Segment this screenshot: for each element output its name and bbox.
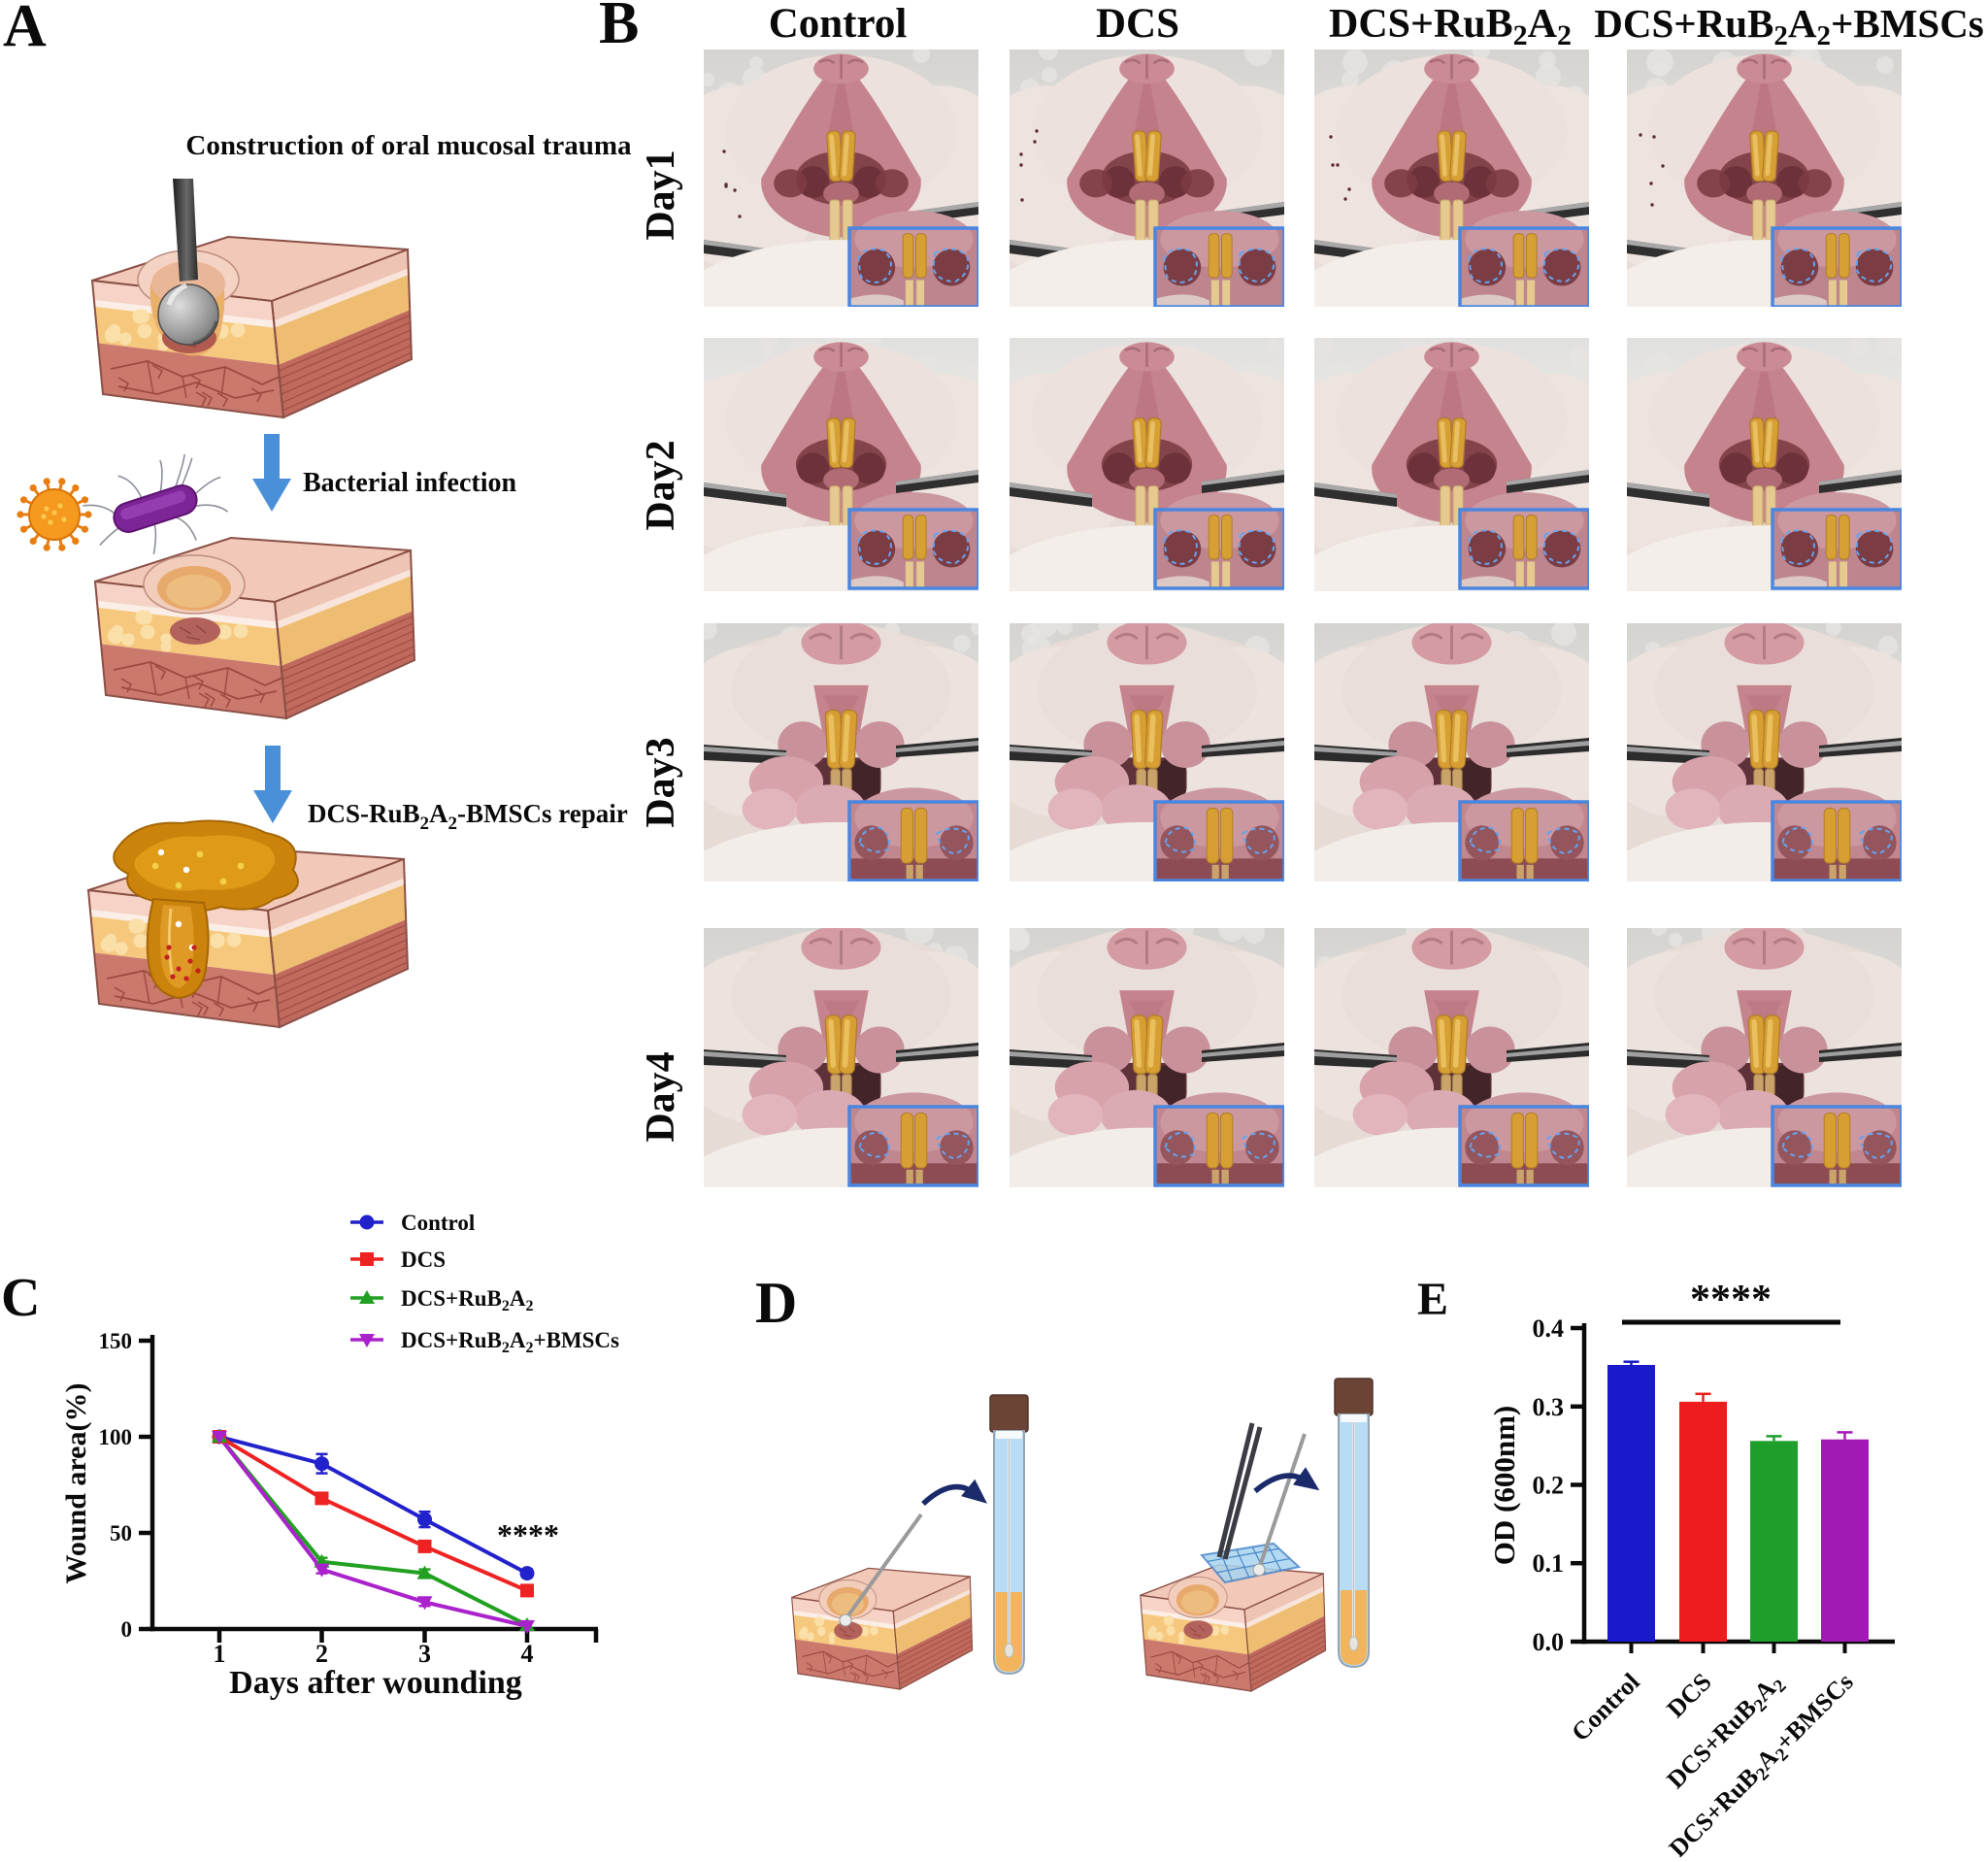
svg-text:DCS+RuB2A2: DCS+RuB2A2 (401, 1286, 533, 1314)
svg-text:DCS+RuB2A2+BMSCs: DCS+RuB2A2+BMSCs (401, 1328, 619, 1356)
svg-text:100: 100 (99, 1425, 133, 1449)
svg-text:****: **** (1690, 1278, 1772, 1322)
svg-text:D: D (755, 1271, 797, 1335)
svg-text:Day4: Day4 (639, 1051, 683, 1142)
svg-text:0.1: 0.1 (1533, 1549, 1565, 1578)
svg-text:Day1: Day1 (639, 150, 683, 240)
svg-text:50: 50 (110, 1521, 132, 1546)
svg-text:Control: Control (769, 1, 908, 47)
svg-text:DCS+RuB2A2: DCS+RuB2A2 (1329, 2, 1572, 51)
svg-text:C: C (1, 1268, 40, 1328)
svg-text:DCS: DCS (401, 1247, 446, 1272)
svg-text:Day2: Day2 (639, 440, 683, 530)
svg-text:B: B (599, 0, 639, 56)
svg-text:OD (600nm): OD (600nm) (1487, 1406, 1521, 1565)
svg-text:DCS: DCS (1096, 1, 1179, 47)
svg-text:DCS+RuB2A2+BMSCs: DCS+RuB2A2+BMSCs (1594, 1, 1984, 51)
svg-text:0: 0 (121, 1617, 133, 1642)
svg-text:0.4: 0.4 (1533, 1314, 1565, 1343)
svg-text:A: A (3, 0, 47, 59)
svg-text:Days after wounding: Days after wounding (229, 1665, 522, 1701)
svg-text:Day3: Day3 (639, 737, 683, 827)
svg-text:1: 1 (214, 1640, 226, 1668)
svg-text:150: 150 (99, 1329, 133, 1353)
svg-text:4: 4 (521, 1640, 534, 1668)
svg-text:0.0: 0.0 (1533, 1628, 1565, 1656)
svg-text:E: E (1417, 1274, 1448, 1325)
svg-text:****: **** (497, 1517, 559, 1552)
svg-text:0.2: 0.2 (1533, 1472, 1565, 1500)
svg-text:Wound area(%): Wound area(%) (60, 1383, 92, 1584)
svg-text:2: 2 (315, 1640, 328, 1668)
svg-text:0.3: 0.3 (1533, 1393, 1565, 1421)
svg-text:Construction of oral mucosal t: Construction of oral mucosal trauma (185, 130, 632, 161)
svg-text:Control: Control (401, 1211, 475, 1235)
svg-text:3: 3 (418, 1640, 431, 1668)
svg-text:Bacterial infection: Bacterial infection (303, 468, 516, 498)
